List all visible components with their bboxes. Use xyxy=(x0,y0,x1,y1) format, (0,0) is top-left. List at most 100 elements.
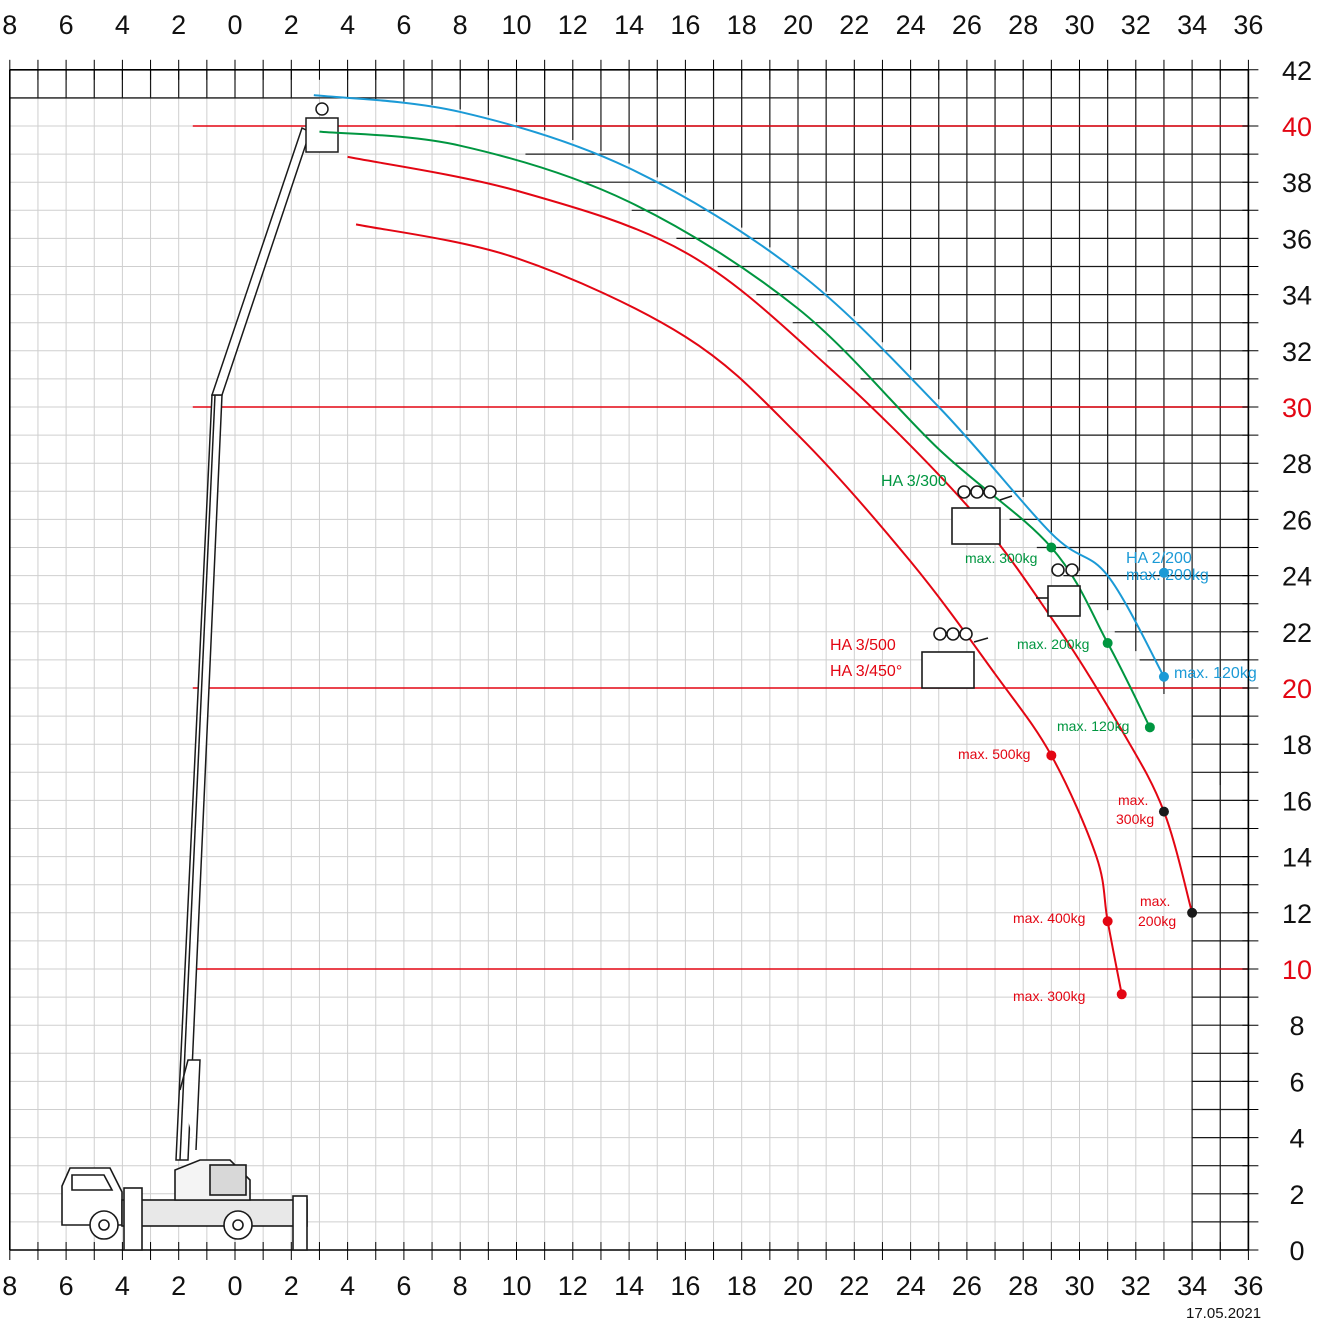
x-tick-label-top: 30 xyxy=(1064,10,1094,40)
y-tick-label: 28 xyxy=(1282,449,1312,479)
load-point-red xyxy=(1046,750,1057,761)
label-ha-2-200-max: max. 200kg xyxy=(1126,567,1209,584)
x-tick-label-top: 10 xyxy=(501,10,531,40)
y-tick-label: 8 xyxy=(1289,1011,1304,1041)
y-tick-label: 0 xyxy=(1289,1236,1304,1266)
label-ha-3-450: HA 3/450° xyxy=(830,663,902,680)
x-tick-label-top: 0 xyxy=(227,10,242,40)
x-tick-label-bottom: 6 xyxy=(396,1271,411,1301)
x-tick-label-bottom: 32 xyxy=(1121,1271,1151,1301)
x-tick-label-bottom: 4 xyxy=(340,1271,355,1301)
load-point-green xyxy=(1046,542,1057,553)
x-tick-label-bottom: 36 xyxy=(1233,1271,1263,1301)
label-ha-2-200: HA 2/200 xyxy=(1126,550,1192,567)
x-tick-label-top: 4 xyxy=(115,10,130,40)
label-black-max-300-b: 300kg xyxy=(1116,811,1154,827)
x-tick-label-top: 6 xyxy=(396,10,411,40)
working-range-curves xyxy=(313,94,1194,995)
y-tick-label: 4 xyxy=(1289,1124,1304,1154)
platform-icon-ha-3-300 xyxy=(951,485,1013,545)
y-tick-label: 14 xyxy=(1282,843,1312,873)
range-curve-green xyxy=(319,130,1151,728)
x-tick-label-bottom: 16 xyxy=(670,1271,700,1301)
load-points xyxy=(1046,542,1198,1000)
x-tick-label-bottom: 10 xyxy=(501,1271,531,1301)
x-tick-label-top: 32 xyxy=(1121,10,1151,40)
y-tick-label: 26 xyxy=(1282,505,1312,535)
range-curve-red xyxy=(347,155,1194,914)
x-tick-label-bottom: 8 xyxy=(2,1271,17,1301)
x-tick-label-bottom: 30 xyxy=(1064,1271,1094,1301)
y-tick-label: 36 xyxy=(1282,224,1312,254)
x-tick-label-top: 36 xyxy=(1233,10,1263,40)
x-tick-label-bottom: 4 xyxy=(115,1271,130,1301)
range-curve-red xyxy=(355,223,1123,995)
x-tick-label-bottom: 22 xyxy=(839,1271,869,1301)
x-tick-label-bottom: 0 xyxy=(227,1271,242,1301)
label-green-max-200: max. 200kg xyxy=(1017,636,1089,652)
x-tick-label-top: 6 xyxy=(59,10,74,40)
label-red-max-400: max. 400kg xyxy=(1013,910,1085,926)
x-tick-label-bottom: 8 xyxy=(453,1271,468,1301)
x-tick-label-top: 16 xyxy=(670,10,700,40)
load-point-blue xyxy=(1158,671,1169,682)
y-tick-label: 16 xyxy=(1282,786,1312,816)
label-black-max-300-a: max. xyxy=(1118,792,1148,808)
height-highlight-lines xyxy=(192,125,1249,970)
y-tick-label: 22 xyxy=(1282,618,1312,648)
y-tick-label: 40 xyxy=(1282,112,1312,142)
x-tick-label-bottom: 20 xyxy=(783,1271,813,1301)
x-tick-label-bottom: 2 xyxy=(171,1271,186,1301)
date-stamp: 17.05.2021 xyxy=(1186,1305,1261,1322)
load-point-green xyxy=(1102,638,1113,649)
x-tick-label-bottom: 34 xyxy=(1177,1271,1207,1301)
x-tick-label-top: 34 xyxy=(1177,10,1207,40)
load-point-red xyxy=(1102,916,1113,927)
x-tick-label-bottom: 26 xyxy=(952,1271,982,1301)
x-axis-labels-bottom: 8 6 4 2 0 2 4 6 8 10 12 14 16 18 20 22 24 26 28 30 32 34 36 xyxy=(2,1271,1263,1301)
x-axis-labels-top: 8 6 4 2 0 2 4 6 8 10 12 14 16 18 20 22 24 26 28 30 32 34 36 xyxy=(2,10,1263,40)
platform-icon-ha-2-200 xyxy=(1036,563,1081,617)
boom-icon xyxy=(175,102,339,1161)
x-tick-label-top: 18 xyxy=(727,10,757,40)
x-tick-label-top: 14 xyxy=(614,10,644,40)
load-point-red xyxy=(1116,989,1127,1000)
label-black-max-200-a: max. xyxy=(1140,893,1170,909)
y-tick-label: 34 xyxy=(1282,281,1312,311)
label-ha-3-500: HA 3/500 xyxy=(830,637,896,654)
y-tick-label: 32 xyxy=(1282,337,1312,367)
y-tick-label: 2 xyxy=(1289,1180,1304,1210)
x-tick-label-top: 28 xyxy=(1008,10,1038,40)
load-point-black xyxy=(1187,907,1198,918)
platform-icon-ha-3-500 xyxy=(921,627,989,689)
label-green-max-300: max. 300kg xyxy=(965,550,1037,566)
y-tick-label: 42 xyxy=(1282,56,1312,86)
x-tick-label-top: 26 xyxy=(952,10,982,40)
x-tick-label-top: 2 xyxy=(284,10,299,40)
label-red-max-300: max. 300kg xyxy=(1013,988,1085,1004)
truck-icon xyxy=(61,1159,308,1251)
load-point-black xyxy=(1158,806,1169,817)
label-green-max-120: max. 120kg xyxy=(1057,718,1129,734)
y-tick-label: 38 xyxy=(1282,168,1312,198)
range-curve-blue xyxy=(313,94,1165,678)
x-tick-label-top: 20 xyxy=(783,10,813,40)
x-tick-label-bottom: 12 xyxy=(558,1271,588,1301)
x-tick-label-bottom: 28 xyxy=(1008,1271,1038,1301)
x-tick-label-top: 8 xyxy=(2,10,17,40)
x-tick-label-top: 24 xyxy=(896,10,926,40)
x-tick-label-top: 4 xyxy=(340,10,355,40)
label-blue-max-120: max. 120kg xyxy=(1174,665,1257,682)
load-point-green xyxy=(1144,722,1155,733)
x-tick-label-top: 22 xyxy=(839,10,869,40)
label-red-max-500: max. 500kg xyxy=(958,746,1030,762)
x-tick-label-bottom: 18 xyxy=(727,1271,757,1301)
x-tick-label-top: 12 xyxy=(558,10,588,40)
y-tick-label: 24 xyxy=(1282,562,1312,592)
load-point-blue xyxy=(1158,567,1169,578)
x-tick-label-bottom: 14 xyxy=(614,1271,644,1301)
y-tick-label: 6 xyxy=(1289,1067,1304,1097)
label-ha-3-300: HA 3/300 xyxy=(881,473,947,490)
axis-frame xyxy=(9,59,1259,1260)
